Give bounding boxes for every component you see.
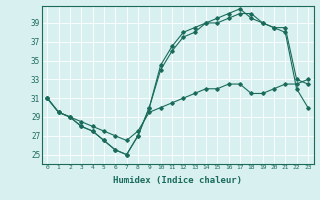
X-axis label: Humidex (Indice chaleur): Humidex (Indice chaleur) <box>113 176 242 185</box>
